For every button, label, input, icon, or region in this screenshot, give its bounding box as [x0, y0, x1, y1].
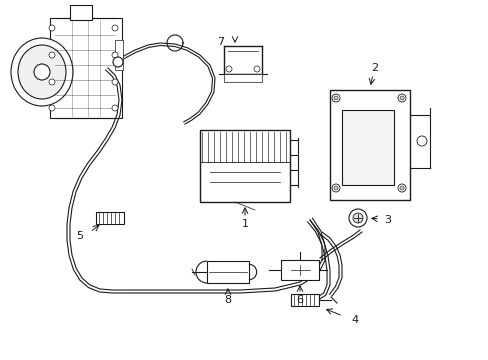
- Text: 3: 3: [384, 215, 391, 225]
- Bar: [70, 5, 92, 20]
- Circle shape: [112, 105, 118, 111]
- Circle shape: [49, 52, 55, 58]
- Circle shape: [397, 94, 405, 102]
- Text: 2: 2: [371, 63, 378, 73]
- Circle shape: [225, 66, 231, 72]
- Circle shape: [333, 186, 337, 190]
- Circle shape: [397, 184, 405, 192]
- Circle shape: [113, 57, 123, 67]
- Bar: [329, 90, 409, 200]
- Circle shape: [112, 52, 118, 58]
- Circle shape: [399, 186, 403, 190]
- Circle shape: [333, 96, 337, 100]
- Text: 7: 7: [217, 37, 224, 47]
- Circle shape: [331, 184, 339, 192]
- Text: 6: 6: [296, 295, 303, 305]
- Bar: [281, 260, 318, 280]
- Ellipse shape: [11, 38, 73, 106]
- Circle shape: [331, 94, 339, 102]
- Bar: [200, 130, 289, 202]
- Text: 8: 8: [224, 295, 231, 305]
- Bar: [206, 261, 248, 283]
- Circle shape: [34, 64, 50, 80]
- Ellipse shape: [18, 45, 66, 99]
- Bar: [96, 212, 124, 224]
- Circle shape: [352, 213, 362, 223]
- Circle shape: [112, 79, 118, 85]
- Circle shape: [49, 25, 55, 31]
- Text: 4: 4: [351, 315, 358, 325]
- Circle shape: [399, 96, 403, 100]
- Circle shape: [49, 105, 55, 111]
- Text: 1: 1: [241, 219, 248, 229]
- Bar: [50, 18, 122, 118]
- FancyBboxPatch shape: [290, 294, 318, 306]
- Bar: [224, 74, 262, 82]
- Circle shape: [253, 66, 260, 72]
- Circle shape: [348, 209, 366, 227]
- Circle shape: [112, 25, 118, 31]
- Circle shape: [49, 79, 55, 85]
- Bar: [115, 40, 123, 70]
- Circle shape: [416, 136, 426, 146]
- Text: 5: 5: [76, 231, 83, 241]
- Bar: [341, 110, 393, 185]
